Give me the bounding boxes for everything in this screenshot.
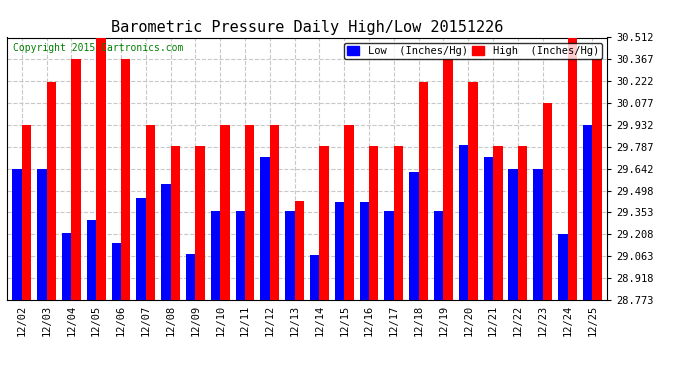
- Bar: [344, 125, 354, 300]
- Bar: [62, 232, 71, 300]
- Bar: [518, 147, 527, 300]
- Bar: [543, 103, 552, 300]
- Bar: [493, 147, 502, 300]
- Bar: [592, 59, 602, 300]
- Bar: [137, 198, 146, 300]
- Bar: [419, 82, 428, 300]
- Bar: [71, 59, 81, 300]
- Bar: [285, 211, 295, 300]
- Bar: [335, 202, 344, 300]
- Bar: [121, 59, 130, 300]
- Bar: [12, 169, 22, 300]
- Legend: Low  (Inches/Hg), High  (Inches/Hg): Low (Inches/Hg), High (Inches/Hg): [344, 43, 602, 59]
- Bar: [211, 211, 220, 300]
- Bar: [220, 125, 230, 300]
- Bar: [310, 255, 319, 300]
- Title: Barometric Pressure Daily High/Low 20151226: Barometric Pressure Daily High/Low 20151…: [111, 20, 503, 35]
- Bar: [359, 202, 369, 300]
- Bar: [170, 147, 180, 300]
- Bar: [235, 211, 245, 300]
- Bar: [558, 234, 567, 300]
- Bar: [567, 38, 577, 300]
- Bar: [270, 125, 279, 300]
- Bar: [295, 201, 304, 300]
- Bar: [260, 157, 270, 300]
- Bar: [319, 147, 329, 300]
- Bar: [186, 254, 195, 300]
- Bar: [369, 147, 379, 300]
- Bar: [583, 125, 592, 300]
- Bar: [37, 169, 47, 300]
- Bar: [47, 82, 56, 300]
- Bar: [96, 38, 106, 300]
- Bar: [444, 59, 453, 300]
- Bar: [434, 211, 444, 300]
- Bar: [394, 147, 403, 300]
- Bar: [146, 125, 155, 300]
- Bar: [195, 147, 205, 300]
- Text: Copyright 2015 Cartronics.com: Copyright 2015 Cartronics.com: [13, 43, 184, 53]
- Bar: [409, 172, 419, 300]
- Bar: [112, 243, 121, 300]
- Bar: [533, 169, 543, 300]
- Bar: [509, 169, 518, 300]
- Bar: [245, 125, 255, 300]
- Bar: [484, 157, 493, 300]
- Bar: [459, 145, 469, 300]
- Bar: [469, 82, 477, 300]
- Bar: [87, 220, 96, 300]
- Bar: [161, 184, 170, 300]
- Bar: [22, 125, 31, 300]
- Bar: [384, 211, 394, 300]
